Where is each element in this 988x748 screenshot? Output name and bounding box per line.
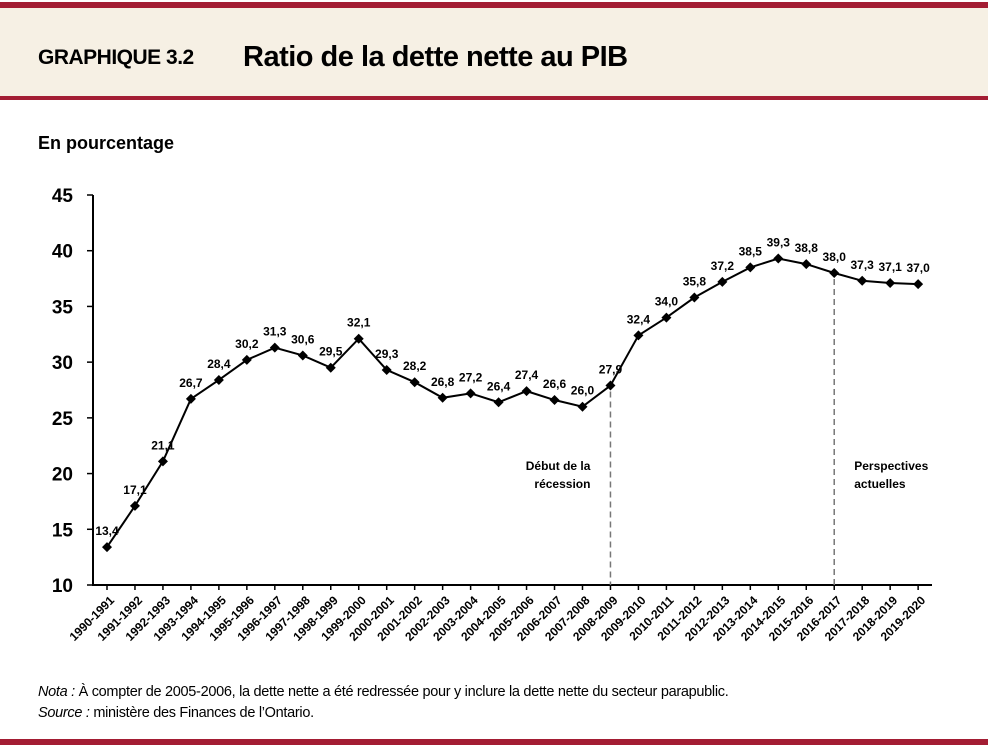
data-point xyxy=(381,364,392,375)
data-point xyxy=(773,253,784,264)
data-label: 30,2 xyxy=(235,337,259,351)
y-tick-label: 15 xyxy=(52,520,74,541)
data-point xyxy=(549,395,560,406)
data-label: 31,3 xyxy=(263,325,287,339)
annotation-text: actuelles xyxy=(854,477,906,491)
y-tick-label: 40 xyxy=(52,242,73,263)
data-label: 38,8 xyxy=(795,241,819,255)
y-tick-label: 30 xyxy=(52,353,73,374)
data-label: 29,3 xyxy=(375,347,399,361)
data-point xyxy=(437,392,448,403)
data-point xyxy=(157,456,168,467)
data-label: 26,8 xyxy=(431,375,455,389)
data-label: 29,5 xyxy=(319,345,343,359)
annotation-text: Perspectives xyxy=(854,459,928,473)
data-label: 26,4 xyxy=(487,379,511,393)
data-label: 37,1 xyxy=(878,260,902,274)
data-point xyxy=(633,330,644,341)
series-line xyxy=(106,257,919,548)
data-point xyxy=(745,262,756,273)
data-label: 32,4 xyxy=(627,312,651,326)
data-label: 17,1 xyxy=(123,483,147,497)
chart-title: Ratio de la dette nette au PIB xyxy=(243,41,628,73)
data-label: 38,5 xyxy=(739,244,763,258)
nota-line: Nota : À compter de 2005-2006, la dette … xyxy=(38,684,729,700)
data-point xyxy=(577,401,588,412)
data-point xyxy=(353,333,364,344)
data-label: 37,3 xyxy=(851,258,875,272)
annotation-text: récession xyxy=(534,477,590,491)
data-point xyxy=(801,259,812,270)
data-label: 21,1 xyxy=(151,438,175,452)
y-axis-label: En pourcentage xyxy=(38,133,175,153)
source-label: Source : xyxy=(38,705,90,721)
data-label: 30,6 xyxy=(291,332,315,346)
nota-text: À compter de 2005-2006, la dette nette a… xyxy=(74,684,729,700)
data-point xyxy=(493,397,504,408)
data-point xyxy=(185,393,196,404)
y-tick-label: 20 xyxy=(52,465,73,486)
data-label: 27,4 xyxy=(515,368,539,382)
y-tick-label: 10 xyxy=(52,576,73,597)
data-label: 39,3 xyxy=(767,236,791,250)
data-label: 26,7 xyxy=(179,376,203,390)
data-point xyxy=(297,350,308,361)
data-point xyxy=(605,380,616,391)
data-point xyxy=(885,278,896,289)
y-tick-label: 35 xyxy=(52,297,74,318)
data-label: 28,4 xyxy=(207,357,231,371)
data-label: 38,0 xyxy=(823,250,847,264)
data-label: 28,2 xyxy=(403,359,427,373)
data-label: 27,2 xyxy=(459,370,483,384)
data-point xyxy=(129,500,140,511)
header-band: GRAPHIQUE 3.2 Ratio de la dette nette au… xyxy=(0,2,988,100)
data-point xyxy=(857,275,868,286)
data-point xyxy=(661,312,672,323)
data-point xyxy=(325,362,336,373)
data-point xyxy=(913,279,924,290)
data-point xyxy=(689,292,700,303)
data-label: 13,4 xyxy=(95,524,119,538)
data-point xyxy=(717,276,728,287)
data-label: 27,9 xyxy=(599,363,623,377)
bottom-rule xyxy=(0,739,988,745)
data-point xyxy=(241,354,252,365)
data-label: 32,1 xyxy=(347,316,371,330)
y-tick-label: 25 xyxy=(52,409,74,430)
data-point xyxy=(213,374,224,385)
nota-label: Nota : xyxy=(38,684,75,700)
data-label: 35,8 xyxy=(683,275,707,289)
y-tick-label: 45 xyxy=(52,186,74,207)
data-point xyxy=(409,377,420,388)
data-label: 37,2 xyxy=(711,259,735,273)
data-point xyxy=(521,386,532,397)
data-label: 37,0 xyxy=(906,261,930,275)
source-text: ministère des Finances de l’Ontario. xyxy=(89,705,314,721)
data-label: 34,0 xyxy=(655,295,679,309)
chart-number: GRAPHIQUE 3.2 xyxy=(38,46,194,69)
annotation-text: Début de la xyxy=(526,459,591,473)
data-point xyxy=(465,388,476,399)
data-point xyxy=(269,342,280,353)
source-line: Source : ministère des Finances de l’Ont… xyxy=(38,705,314,721)
data-label: 26,0 xyxy=(571,384,595,398)
data-point xyxy=(102,542,112,553)
data-label: 26,6 xyxy=(543,377,567,391)
data-point xyxy=(829,268,840,278)
